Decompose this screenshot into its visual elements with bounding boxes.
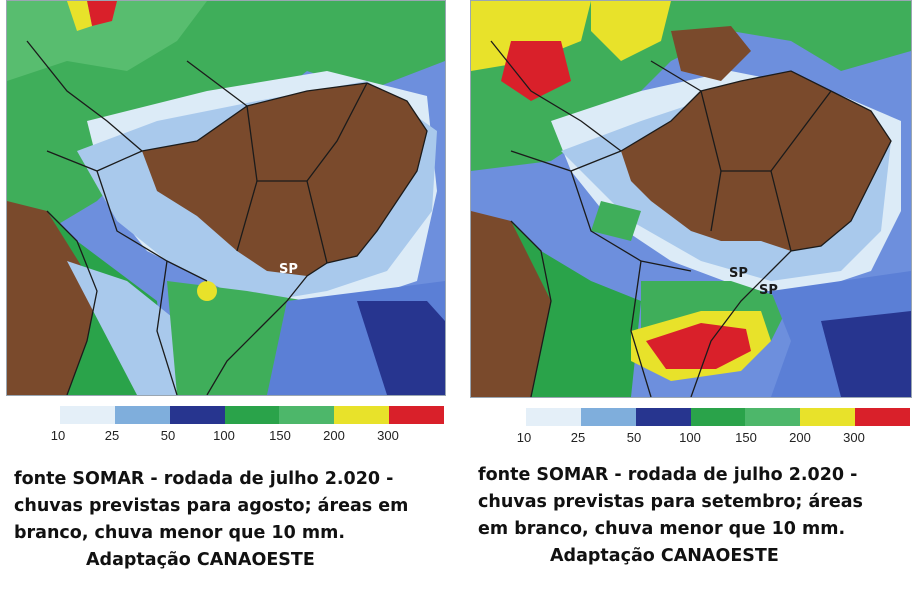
caption-line: em branco, chuva menor que 10 mm. [478,519,846,539]
legend-tick: 100 [679,430,701,445]
credit-text: Adaptação CANAOESTE [86,550,315,570]
caption-august: fonte SOMAR - rodada de julho 2.020 - ch… [14,466,444,574]
legend-swatch [169,406,225,424]
legend-swatch [526,408,581,426]
caption-september: fonte SOMAR - rodada de julho 2.020 - ch… [478,462,914,570]
legend-swatch [279,406,335,424]
map-graphic: SP [7,1,445,395]
legend-swatch [224,406,280,424]
legend-swatch [334,406,390,424]
caption-line: branco, chuva menor que 10 mm. [14,523,345,543]
legend-tick: 150 [269,428,291,443]
legend-swatch [580,408,636,426]
legend-tick: 300 [843,430,865,445]
legend-tick: 10 [516,430,532,445]
caption-line: chuvas previstas para setembro; áreas [478,492,863,512]
legend-tick: 50 [160,428,176,443]
credit-text: Adaptação CANAOESTE [550,546,779,566]
legend-tick: 25 [104,428,120,443]
rainfall-map-august: SP [6,0,446,396]
legend-tick: 100 [213,428,235,443]
sp-marker: SP [729,266,748,281]
legend-swatch [60,406,115,424]
caption-line: fonte SOMAR - rodada de julho 2.020 - [14,469,394,489]
panel-september: SP SP 10 25 50 100 150 200 300 fonte SOM… [466,0,919,595]
legend-swatch [745,408,801,426]
caption-line: chuvas previstas para agosto; áreas em [14,496,409,516]
sp-marker: SP [279,262,298,277]
legend-tick-labels: 10 25 50 100 150 200 300 [466,430,919,446]
legend-swatch [855,408,911,426]
legend-tick: 200 [789,430,811,445]
legend-tick: 10 [50,428,66,443]
legend-tick-labels: 10 25 50 100 150 200 300 [0,428,450,444]
legend-tick: 150 [735,430,757,445]
legend-swatch [635,408,691,426]
legend-tick: 25 [570,430,586,445]
sp-marker: SP [759,283,778,298]
panel-august: SP 10 25 50 100 150 200 300 fonte SOMAR … [0,0,450,595]
legend-color-bar [526,408,911,426]
legend-color-bar [60,406,445,424]
legend-swatch [800,408,856,426]
legend-swatch [114,406,170,424]
caption-line: fonte SOMAR - rodada de julho 2.020 - [478,465,858,485]
legend-swatch [389,406,445,424]
legend-tick: 200 [323,428,345,443]
map-graphic: SP SP [471,1,911,397]
legend-tick: 300 [377,428,399,443]
legend-swatch [690,408,746,426]
rainfall-map-september: SP SP [470,0,912,398]
legend-tick: 50 [626,430,642,445]
